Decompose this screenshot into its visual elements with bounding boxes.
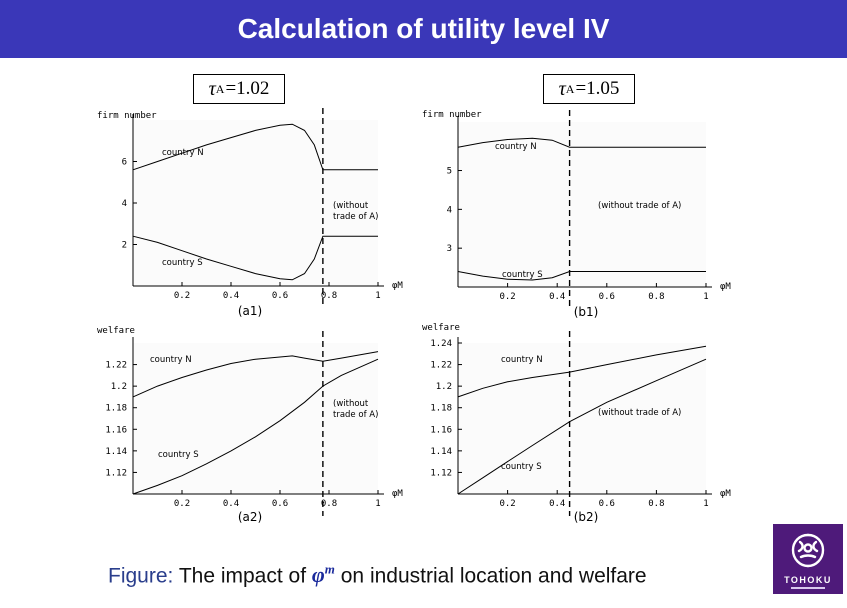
y-tick-label-a2: 1.22 — [105, 361, 127, 371]
annotation-a2: (without — [333, 399, 369, 409]
tau-sub-right: A — [565, 81, 575, 96]
y-tick-label-b1: 3 — [447, 244, 452, 254]
caption-phi-sup: m — [324, 562, 335, 577]
plot-area-a1 — [133, 120, 378, 286]
x-tick-label-a2: 0.8 — [321, 499, 337, 509]
tau-label-left: τ A =1.02 — [193, 74, 285, 104]
annotation-a1: trade of A) — [333, 212, 378, 222]
y-axis-label-a1: firm number — [97, 111, 157, 121]
plot-area-a2 — [133, 343, 378, 494]
figure-caption: Figure: The impact of φm on industrial l… — [108, 562, 647, 588]
slide-title: Calculation of utility level IV — [237, 13, 610, 44]
y-tick-label-a2: 1.12 — [105, 468, 127, 478]
x-tick-label-a1: 0.2 — [174, 291, 190, 301]
y-tick-label-b2: 1.14 — [430, 447, 452, 457]
x-tick-label-a1: 0.4 — [223, 291, 239, 301]
x-tick-label-b1: 0.2 — [499, 292, 515, 302]
x-tick-label-b2: 1 — [703, 499, 708, 509]
x-tick-label-b2: 0.4 — [549, 499, 565, 509]
x-axis-label-b2: φM — [720, 489, 731, 499]
x-axis-label-a1: φM — [392, 281, 403, 291]
x-tick-label-b2: 0.8 — [648, 499, 664, 509]
x-tick-label-a1: 0.8 — [321, 291, 337, 301]
plot-area-b2 — [458, 343, 706, 494]
x-tick-label-a2: 1 — [375, 499, 380, 509]
caption-before: The impact of — [178, 564, 307, 588]
x-tick-label-a1: 0.6 — [272, 291, 288, 301]
y-tick-label-a2: 1.16 — [105, 425, 127, 435]
x-tick-label-b1: 0.4 — [549, 292, 565, 302]
x-tick-label-b2: 0.2 — [499, 499, 515, 509]
x-tick-label-b1: 0.6 — [599, 292, 615, 302]
panel-label-b1: (b1) — [574, 305, 599, 319]
y-axis-label-b1: firm number — [422, 110, 482, 120]
series-line-b2-country-n — [457, 345, 707, 398]
x-tick-label-a2: 0.4 — [223, 499, 239, 509]
series-line-a2-country-s — [132, 358, 379, 495]
series-label-a2-country-n: country N — [150, 355, 192, 365]
annotation-a2: trade of A) — [333, 410, 378, 420]
y-tick-label-a2: 1.18 — [105, 404, 127, 414]
y-tick-label-b2: 1.12 — [430, 468, 452, 478]
x-axis-label-a2: φM — [392, 489, 403, 499]
panel-label-a1: (a1) — [238, 304, 262, 318]
series-line-a1-country-s — [132, 235, 378, 281]
y-tick-label-b2: 1.24 — [430, 339, 452, 349]
tau-sub-left: A — [215, 81, 225, 96]
series-label-a1-country-s: country S — [162, 258, 203, 268]
x-tick-label-b1: 0.8 — [648, 292, 664, 302]
y-axis-label-a2: welfare — [97, 326, 135, 336]
series-label-b1-country-n: country N — [495, 142, 537, 152]
x-axis-label-b1: φM — [720, 282, 731, 292]
x-tick-label-a1: 1 — [375, 291, 380, 301]
plot-area-b1 — [458, 122, 706, 287]
y-tick-label-b2: 1.18 — [430, 404, 452, 414]
tau-label-right: τ A =1.05 — [543, 74, 635, 104]
series-label-b1-country-s: country S — [502, 270, 543, 280]
y-tick-label-a2: 1.14 — [105, 447, 127, 457]
tau-symbol-right: τ — [558, 77, 566, 100]
y-tick-label-b1: 5 — [447, 167, 452, 177]
caption-phi: φ — [311, 562, 325, 588]
y-axis-label-b2: welfare — [422, 323, 460, 333]
logo-underline — [791, 587, 825, 589]
x-tick-label-b2: 0.6 — [599, 499, 615, 509]
y-tick-label-b1: 4 — [447, 205, 452, 215]
series-label-b2-country-s: country S — [501, 462, 542, 472]
y-tick-label-b2: 1.22 — [430, 361, 452, 371]
y-tick-label-a2: 1.2 — [111, 382, 127, 392]
series-label-a1-country-n: country N — [162, 148, 204, 158]
y-tick-label-b2: 1.2 — [436, 382, 452, 392]
annotation-b2: (without trade of A) — [598, 408, 681, 418]
title-banner: Calculation of utility level IV — [0, 0, 847, 58]
x-tick-label-a2: 0.2 — [174, 499, 190, 509]
panel-label-a2: (a2) — [238, 510, 262, 524]
caption-prefix: Figure: — [108, 564, 174, 588]
series-label-b2-country-n: country N — [501, 355, 543, 365]
logo-emblem-icon — [791, 533, 825, 568]
tau-value-right: =1.05 — [575, 78, 620, 99]
y-tick-label-a1: 4 — [122, 199, 127, 209]
tau-value-left: =1.02 — [225, 78, 270, 99]
panel-label-b2: (b2) — [574, 510, 599, 524]
series-line-a1-country-n — [132, 123, 378, 171]
logo-text: TOHOKU — [784, 575, 832, 585]
x-tick-label-b1: 1 — [703, 292, 708, 302]
annotation-b1: (without trade of A) — [598, 201, 681, 211]
series-line-b1-country-n — [457, 137, 706, 148]
series-label-a2-country-s: country S — [158, 450, 199, 460]
x-tick-label-a2: 0.6 — [272, 499, 288, 509]
tohoku-logo: TOHOKU — [773, 524, 843, 594]
caption-symbol: φm — [312, 562, 335, 587]
y-tick-label-a1: 6 — [122, 158, 127, 168]
series-line-b2-country-s — [457, 358, 707, 495]
series-line-a2-country-n — [132, 351, 379, 398]
y-tick-label-b2: 1.16 — [430, 425, 452, 435]
y-tick-label-a1: 2 — [122, 241, 127, 251]
annotation-a1: (without — [333, 201, 369, 211]
tau-symbol-left: τ — [208, 77, 216, 100]
caption-after: on industrial location and welfare — [340, 564, 647, 588]
